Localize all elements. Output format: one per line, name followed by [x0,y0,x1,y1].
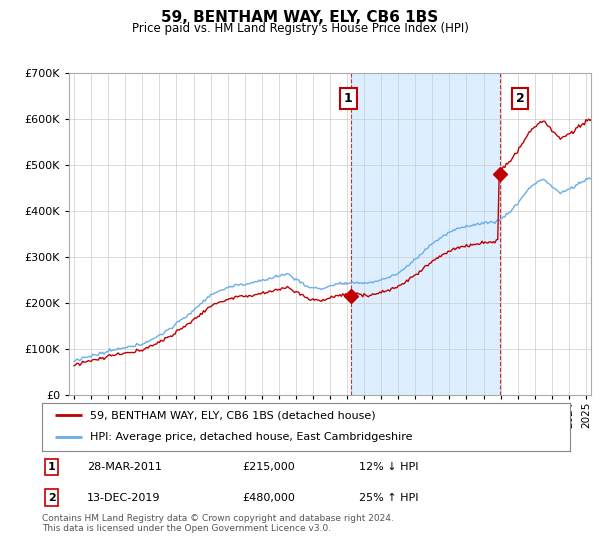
Text: 28-MAR-2011: 28-MAR-2011 [87,462,162,472]
Text: 12% ↓ HPI: 12% ↓ HPI [359,462,418,472]
Bar [351,73,500,395]
Text: £215,000: £215,000 [242,462,295,472]
Text: 13-DEC-2019: 13-DEC-2019 [87,493,160,502]
Text: 1: 1 [344,92,353,105]
Text: 59, BENTHAM WAY, ELY, CB6 1BS: 59, BENTHAM WAY, ELY, CB6 1BS [161,10,439,25]
Text: £480,000: £480,000 [242,493,296,502]
Text: 1: 1 [47,462,55,472]
Text: HPI: Average price, detached house, East Cambridgeshire: HPI: Average price, detached house, East… [89,432,412,442]
Text: 2: 2 [47,493,55,502]
Text: Contains HM Land Registry data © Crown copyright and database right 2024.
This d: Contains HM Land Registry data © Crown c… [42,514,394,534]
Text: Price paid vs. HM Land Registry's House Price Index (HPI): Price paid vs. HM Land Registry's House … [131,22,469,35]
Text: 25% ↑ HPI: 25% ↑ HPI [359,493,418,502]
Text: 2: 2 [516,92,524,105]
Text: 59, BENTHAM WAY, ELY, CB6 1BS (detached house): 59, BENTHAM WAY, ELY, CB6 1BS (detached … [89,410,375,420]
